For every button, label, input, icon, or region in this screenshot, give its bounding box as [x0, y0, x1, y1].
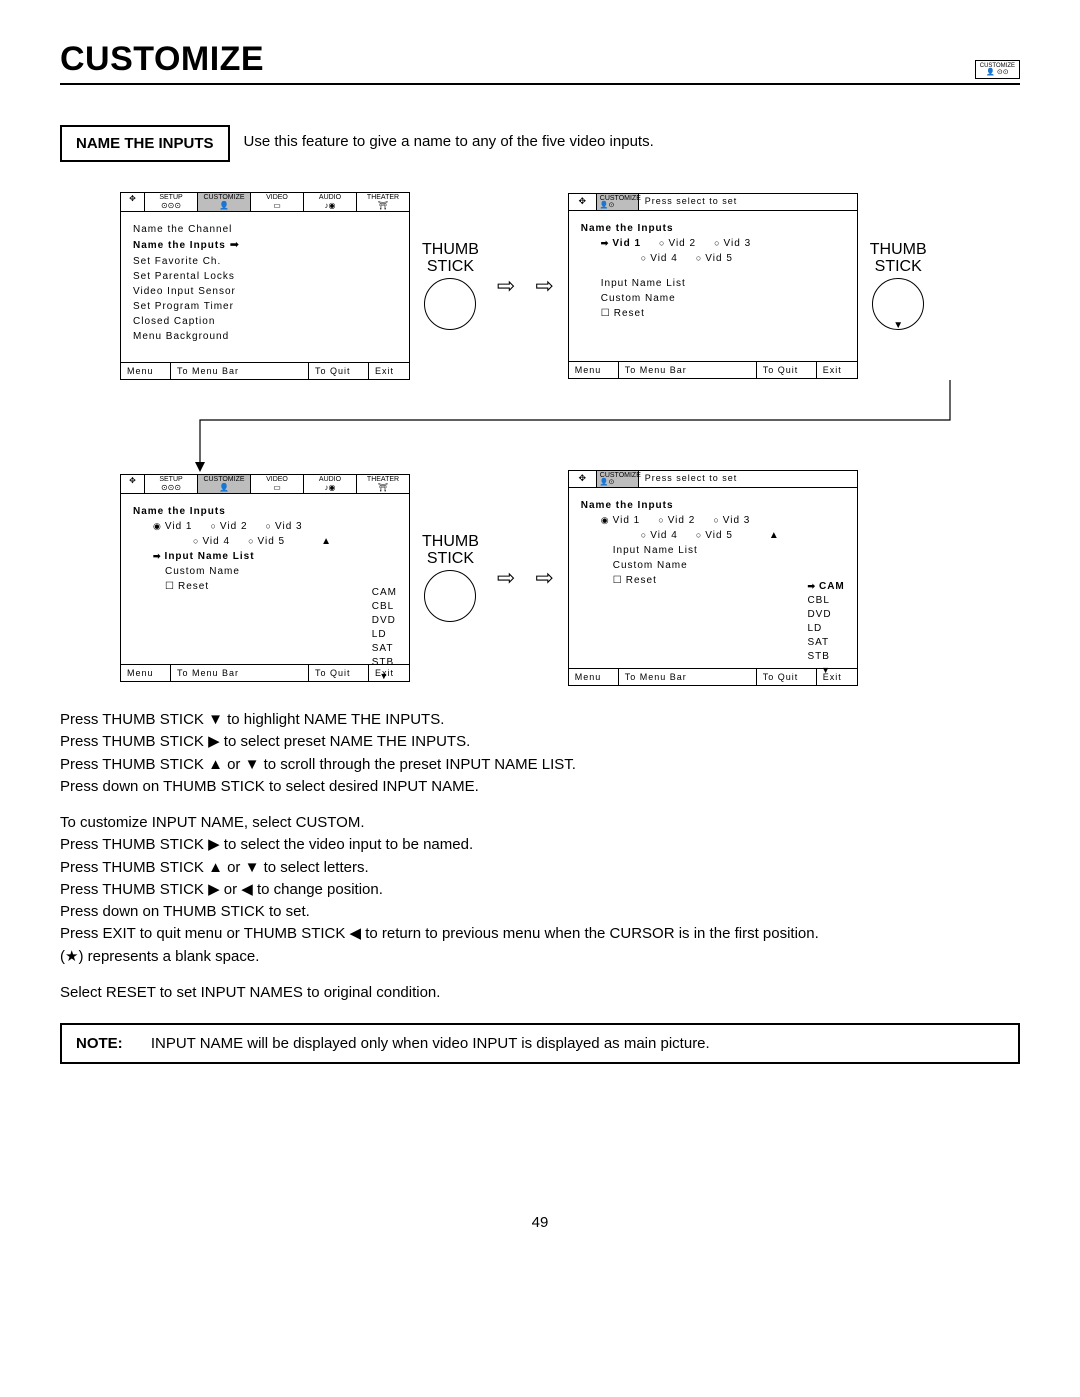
submenu-item: Input Name List — [581, 543, 845, 558]
menu-panel-2: ✥ CUSTOMIZE👤⊙ Press select to set Name t… — [568, 193, 858, 379]
submenu-item: Input Name List — [581, 276, 845, 291]
panel-heading: Name the Inputs — [133, 504, 397, 519]
menu-item: Menu Background — [133, 329, 397, 344]
thumb-stick-icon — [424, 570, 476, 622]
submenu-item: Custom Name — [133, 564, 397, 579]
feature-desc: Use this feature to give a name to any o… — [230, 125, 668, 162]
vid-option: Vid 2 — [659, 236, 696, 251]
vid-option: Vid 3 — [713, 513, 750, 528]
submenu-item: Custom Name — [581, 291, 845, 306]
connector-line — [60, 380, 1020, 480]
vid-option-selected: Vid 1 — [601, 513, 640, 528]
instruction-line: Press EXIT to quit menu or THUMB STICK ◀… — [60, 924, 1020, 944]
vid-option: Vid 3 — [266, 519, 303, 534]
down-arrow-icon: ▼ — [807, 664, 844, 677]
thumb-stick-icon — [424, 278, 476, 330]
flow-arrow-icon: ⇨ — [535, 565, 553, 591]
instruction-line: Press down on THUMB STICK to set. — [60, 902, 1020, 922]
input-name-list: CAM CBL DVD LD SAT STB ▼ — [807, 580, 844, 677]
customize-corner-icon: CUSTOMIZE 👤⊙⊙ — [975, 60, 1020, 79]
vid-option: Vid 5 — [696, 251, 733, 266]
vid-option: Vid 3 — [714, 236, 751, 251]
vid-option: Vid 4 — [641, 528, 678, 543]
submenu-item: Custom Name — [581, 558, 845, 573]
instruction-line: Select RESET to set INPUT NAMES to origi… — [60, 983, 1020, 1003]
menu-item: Set Program Timer — [133, 299, 397, 314]
instructions-block: Press THUMB STICK ▼ to highlight NAME TH… — [60, 710, 1020, 1003]
tab-bar: ✥ SETUP⊙⊙⊙ CUSTOMIZE👤 VIDEO▭ AUDIO♪◉ THE… — [121, 475, 409, 494]
tab-bar: ✥ SETUP⊙⊙⊙ CUSTOMIZE👤 VIDEO▭ AUDIO♪◉ THE… — [121, 193, 409, 212]
vid-option: Vid 2 — [658, 513, 695, 528]
up-arrow-icon: ▲ — [321, 534, 332, 549]
panel-footer: Menu To Menu Bar To Quit Exit — [121, 664, 409, 681]
menu-item: Name the Channel — [133, 222, 397, 237]
note-box: NOTE: INPUT NAME will be displayed only … — [60, 1023, 1020, 1064]
instruction-line: Press THUMB STICK ▶ or ◀ to change posit… — [60, 880, 1020, 900]
menu-item-selected: Name the Inputs — [133, 238, 226, 253]
instruction-line: Press THUMB STICK ▲ or ▼ to scroll throu… — [60, 755, 1020, 775]
submenu-item: Reset — [581, 573, 845, 588]
up-arrow-icon: ▲ — [769, 528, 780, 543]
arrow-right-icon: ➡ — [230, 237, 240, 254]
vid-option-selected: Vid 1 — [601, 236, 641, 251]
flow-arrow-icon: ⇨ — [535, 273, 553, 299]
thumb-stick-icon — [872, 278, 924, 330]
page-number: 49 — [60, 1214, 1020, 1231]
vid-option: Vid 4 — [193, 534, 230, 549]
instruction-line: Press THUMB STICK ▼ to highlight NAME TH… — [60, 710, 1020, 730]
name-list-selected: CAM — [807, 581, 844, 592]
down-arrow-icon: ▼ — [372, 670, 397, 683]
menu-panel-3: ✥ SETUP⊙⊙⊙ CUSTOMIZE👤 VIDEO▭ AUDIO♪◉ THE… — [120, 474, 410, 682]
input-name-list: CAM CBL DVD LD SAT STB ▼ — [372, 586, 397, 683]
instruction-line: Press THUMB STICK ▶ to select the video … — [60, 835, 1020, 855]
instruction-line: Press THUMB STICK ▲ or ▼ to select lette… — [60, 858, 1020, 878]
vid-option: Vid 4 — [641, 251, 678, 266]
vid-option-selected: Vid 1 — [153, 519, 192, 534]
vid-option: Vid 2 — [210, 519, 247, 534]
thumb-stick-label: THUMBSTICK — [422, 242, 479, 276]
feature-name-box: NAME THE INPUTS — [60, 125, 230, 162]
instruction-line: To customize INPUT NAME, select CUSTOM. — [60, 813, 1020, 833]
panel-footer: Menu To Menu Bar To Quit Exit — [569, 361, 857, 378]
menu-item: Set Favorite Ch. — [133, 254, 397, 269]
vid-option: Vid 5 — [696, 528, 733, 543]
thumb-stick-label: THUMBSTICK — [870, 242, 927, 276]
note-text: INPUT NAME will be displayed only when v… — [151, 1035, 710, 1052]
menu-panel-4: ✥ CUSTOMIZE👤⊙ Press select to set Name t… — [568, 470, 858, 686]
page-title: CUSTOMIZE — [60, 40, 264, 79]
instruction-line: (★) represents a blank space. — [60, 947, 1020, 967]
submenu-item-selected: Input Name List — [133, 549, 397, 564]
submenu-item: Reset — [581, 306, 845, 321]
instruction-line: Press down on THUMB STICK to select desi… — [60, 777, 1020, 797]
menu-item: Closed Caption — [133, 314, 397, 329]
panel-heading: Name the Inputs — [581, 221, 845, 236]
panel-heading: Name the Inputs — [581, 498, 845, 513]
instruction-line: Press THUMB STICK ▶ to select preset NAM… — [60, 732, 1020, 752]
flow-arrow-icon: ⇨ — [497, 273, 515, 299]
menu-item: Set Parental Locks — [133, 269, 397, 284]
menu-panel-1: ✥ SETUP⊙⊙⊙ CUSTOMIZE👤 VIDEO▭ AUDIO♪◉ THE… — [120, 192, 410, 380]
thumb-stick-label: THUMBSTICK — [422, 534, 479, 568]
note-label: NOTE: — [76, 1035, 123, 1052]
panel-footer: Menu To Menu Bar To Quit Exit — [121, 362, 409, 379]
flow-arrow-icon: ⇨ — [497, 565, 515, 591]
submenu-item: Reset — [133, 579, 397, 594]
menu-item: Video Input Sensor — [133, 284, 397, 299]
vid-option: Vid 5 — [248, 534, 285, 549]
